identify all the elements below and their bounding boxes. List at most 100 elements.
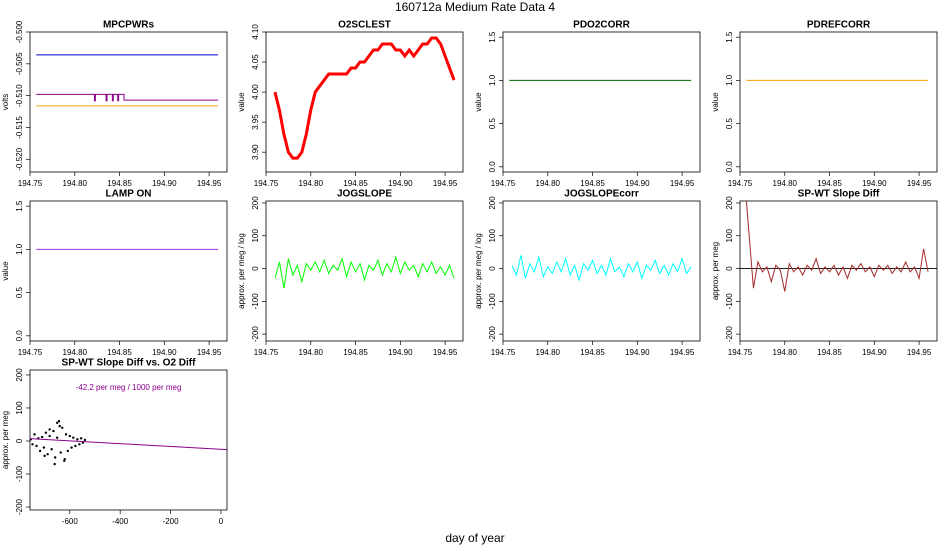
y-axis-label: volts (1, 94, 10, 110)
scatter-point (33, 433, 36, 436)
scatter-point (46, 452, 49, 456)
x-tick-label: 194.80 (299, 348, 324, 357)
x-tick-label: 194.75 (254, 348, 279, 357)
y-tick-label: 4.05 (251, 54, 260, 70)
x-tick-label: 194.80 (773, 348, 798, 357)
y-axis-label: value (1, 261, 10, 281)
y-tick-label: 0.0 (488, 161, 497, 173)
chart-title: PDREFCORR (807, 20, 871, 31)
scatter-point (72, 436, 75, 439)
y-tick-label: 0.5 (488, 117, 497, 129)
chart-title: JOGSLOPE (337, 189, 392, 200)
y-tick-label: -200 (725, 326, 734, 343)
x-tick-label: 194.95 (197, 348, 222, 357)
scatter-point (38, 449, 42, 453)
y-tick-label: 1.0 (488, 74, 497, 86)
plot-frame (29, 31, 228, 173)
scatter-point (83, 438, 87, 442)
x-tick-label: 194.90 (152, 348, 177, 357)
x-tick-label: -400 (112, 517, 129, 526)
scatter-point (57, 419, 61, 423)
y-axis-label: approx. per meg / log (474, 233, 483, 309)
y-tick-label: 0.5 (725, 117, 734, 129)
y-tick-label: -0.510 (15, 84, 24, 107)
x-tick-label: 194.90 (862, 348, 887, 357)
x-tick-label: 194.75 (18, 179, 43, 188)
scatter-point (68, 434, 72, 438)
x-tick-label: 194.75 (491, 348, 516, 357)
series-line (274, 255, 455, 289)
scatter-point (43, 454, 46, 458)
scatter-point (74, 444, 77, 448)
y-tick-label: 0 (488, 266, 497, 271)
scatter-point (63, 457, 66, 461)
y-tick-label: 0 (251, 266, 260, 271)
scatter-point (52, 429, 55, 433)
scatter-point (40, 435, 44, 439)
plot-area (36, 54, 219, 107)
plot-area (740, 201, 937, 292)
y-axis-label: value (711, 92, 720, 112)
y-tick-label: 1.0 (15, 243, 24, 255)
y-tick-label: 0.0 (725, 161, 734, 173)
scatter-point (56, 436, 59, 439)
x-tick-label: 194.80 (63, 179, 88, 188)
x-tick-label: -600 (62, 517, 79, 526)
panel: PDO2CORR value 194.75 194.80 194.85 194.90 194… (474, 20, 701, 188)
chart-title: MPCPWRs (103, 20, 155, 31)
y-axis-label: approx. per meg (1, 411, 10, 469)
chart-title: LAMP ON (106, 189, 152, 200)
scatter-point (48, 434, 51, 438)
chart-title: PDO2CORR (573, 20, 630, 31)
plot-frame (265, 200, 464, 342)
scatter-point (50, 448, 53, 451)
y-tick-label: 200 (725, 196, 734, 210)
panel: O2SCLEST value 194.75 194.80 194.85 194.90 194… (237, 20, 464, 188)
x-tick-label: 0 (219, 517, 224, 526)
x-tick-label: 194.80 (536, 348, 561, 357)
chart-title: JOGSLOPEcorr (564, 189, 639, 200)
scatter-point (48, 428, 51, 431)
y-tick-label: -200 (251, 326, 260, 343)
scatter-point (44, 431, 48, 434)
x-tick-label: 194.95 (670, 348, 695, 357)
series-line (36, 93, 219, 102)
y-tick-label: 100 (251, 229, 260, 243)
x-tick-label: 194.80 (536, 179, 561, 188)
plot-frame (739, 200, 938, 342)
x-tick-label: 194.85 (580, 179, 605, 188)
plot-frame (739, 31, 938, 173)
y-tick-label: 1.5 (15, 200, 24, 212)
scatter-point (31, 443, 34, 446)
chart-title: SP-WT Slope Diff (798, 189, 880, 200)
y-tick-label: -0.515 (15, 116, 24, 139)
series-line (511, 255, 692, 282)
y-tick-label: 100 (488, 229, 497, 243)
scatter-point (59, 451, 62, 454)
x-tick-label: 194.80 (299, 179, 324, 188)
x-tick-label: 194.75 (728, 348, 753, 357)
panel: JOGSLOPEcorr approx. per meg / log 194.75 1… (474, 189, 701, 357)
x-tick-label: 194.85 (580, 348, 605, 357)
chart-title: O2SCLEST (338, 20, 391, 31)
x-tick-label: 194.95 (670, 179, 695, 188)
plot-frame (502, 200, 701, 342)
y-tick-label: 4.00 (251, 84, 260, 100)
panel: PDREFCORR value 194.75 194.80 194.85 194.90 19… (711, 20, 938, 188)
x-tick-label: 194.80 (63, 348, 88, 357)
scatter-point (78, 443, 81, 446)
x-tick-label: 194.95 (433, 348, 458, 357)
panel: JOGSLOPE approx. per meg / log 194.75 194.8… (237, 189, 464, 357)
y-tick-label: -0.520 (15, 147, 24, 170)
y-tick-label: 0.5 (15, 286, 24, 298)
scatter-point (61, 426, 64, 429)
x-tick-label: 194.75 (18, 348, 43, 357)
x-tick-label: -200 (163, 517, 180, 526)
y-tick-label: 200 (15, 368, 24, 382)
y-tick-label: 0.0 (15, 330, 24, 342)
x-tick-label: 194.85 (343, 348, 368, 357)
x-tick-label: 194.85 (107, 348, 132, 357)
scatter-point (70, 446, 73, 449)
plot-frame (265, 31, 464, 173)
